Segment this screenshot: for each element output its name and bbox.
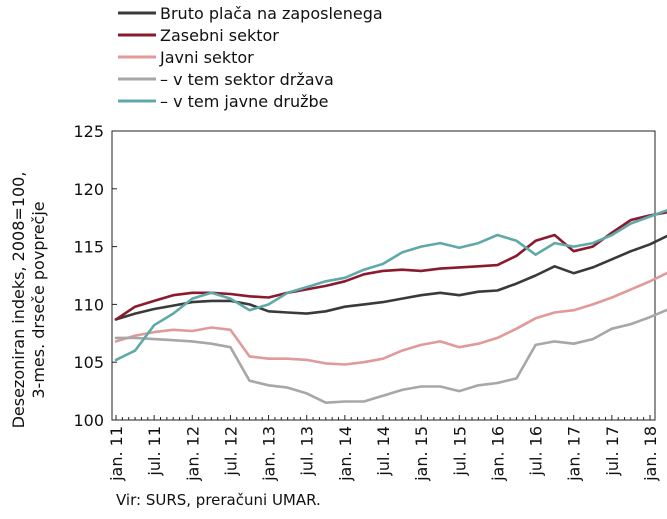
series-line-2 — [114, 210, 667, 321]
legend-label: – v tem sektor država — [160, 70, 334, 89]
legend-label: Zasebni sektor — [160, 26, 279, 45]
source-note: Vir: SURS, preračuni UMAR. — [116, 491, 321, 509]
series-line-1 — [114, 234, 667, 321]
series-layer — [114, 208, 667, 404]
x-tick-label: jan. 17 — [565, 426, 584, 482]
x-tick-label: jul. 15 — [450, 426, 469, 477]
y-tick-label: 110 — [73, 295, 104, 314]
x-tick-label: jul. 16 — [527, 426, 546, 477]
x-tick-label: jan. 18 — [641, 426, 660, 482]
y-tick-label: 120 — [73, 180, 104, 199]
x-tick-label: jan. 15 — [412, 426, 431, 482]
y-tick-label: 125 — [73, 122, 104, 141]
series-line-3 — [114, 271, 667, 366]
x-tick-label: jan. 16 — [488, 426, 507, 482]
x-axis: jan. 11 jul. 11 jan. 12 jul. 12 jan. 13 jul. … — [107, 415, 660, 482]
y-axis-title-line-1: Desezoniran indeks, 2008=100, — [9, 172, 28, 429]
legend-label: Bruto plača na zaposlenega — [160, 4, 383, 23]
x-tick-label: jul. 17 — [603, 426, 622, 477]
y-tick-label: 115 — [73, 238, 104, 257]
x-tick-label: jul. 12 — [221, 426, 240, 477]
legend-label: Javni sektor — [159, 48, 254, 67]
x-tick-label: jan. 13 — [260, 426, 279, 482]
x-tick-label: jan. 11 — [107, 426, 126, 482]
y-tick-label: 105 — [73, 353, 104, 372]
x-tick-label: jul. 11 — [145, 426, 164, 477]
x-tick-label: jul. 14 — [374, 426, 393, 477]
y-axis: 100 105 110 115 120 125 — [73, 122, 117, 430]
x-tick-label: jan. 12 — [183, 426, 202, 482]
x-tick-label: jul. 13 — [298, 426, 317, 477]
series-line-4 — [114, 308, 667, 404]
y-axis-title-line-2: 3-mes. drseče povprečje — [29, 201, 48, 398]
legend-label: – v tem javne družbe — [160, 92, 329, 111]
x-tick-label: jan. 14 — [336, 426, 355, 482]
legend: Bruto plača na zaposlenega Zasebni sektor… — [118, 4, 383, 111]
y-tick-label: 100 — [73, 411, 104, 430]
series-line-5 — [114, 208, 667, 362]
plot-area-border — [111, 130, 656, 421]
y-axis-title: Desezoniran indeks, 2008=100, 3-mes. drs… — [9, 172, 48, 429]
